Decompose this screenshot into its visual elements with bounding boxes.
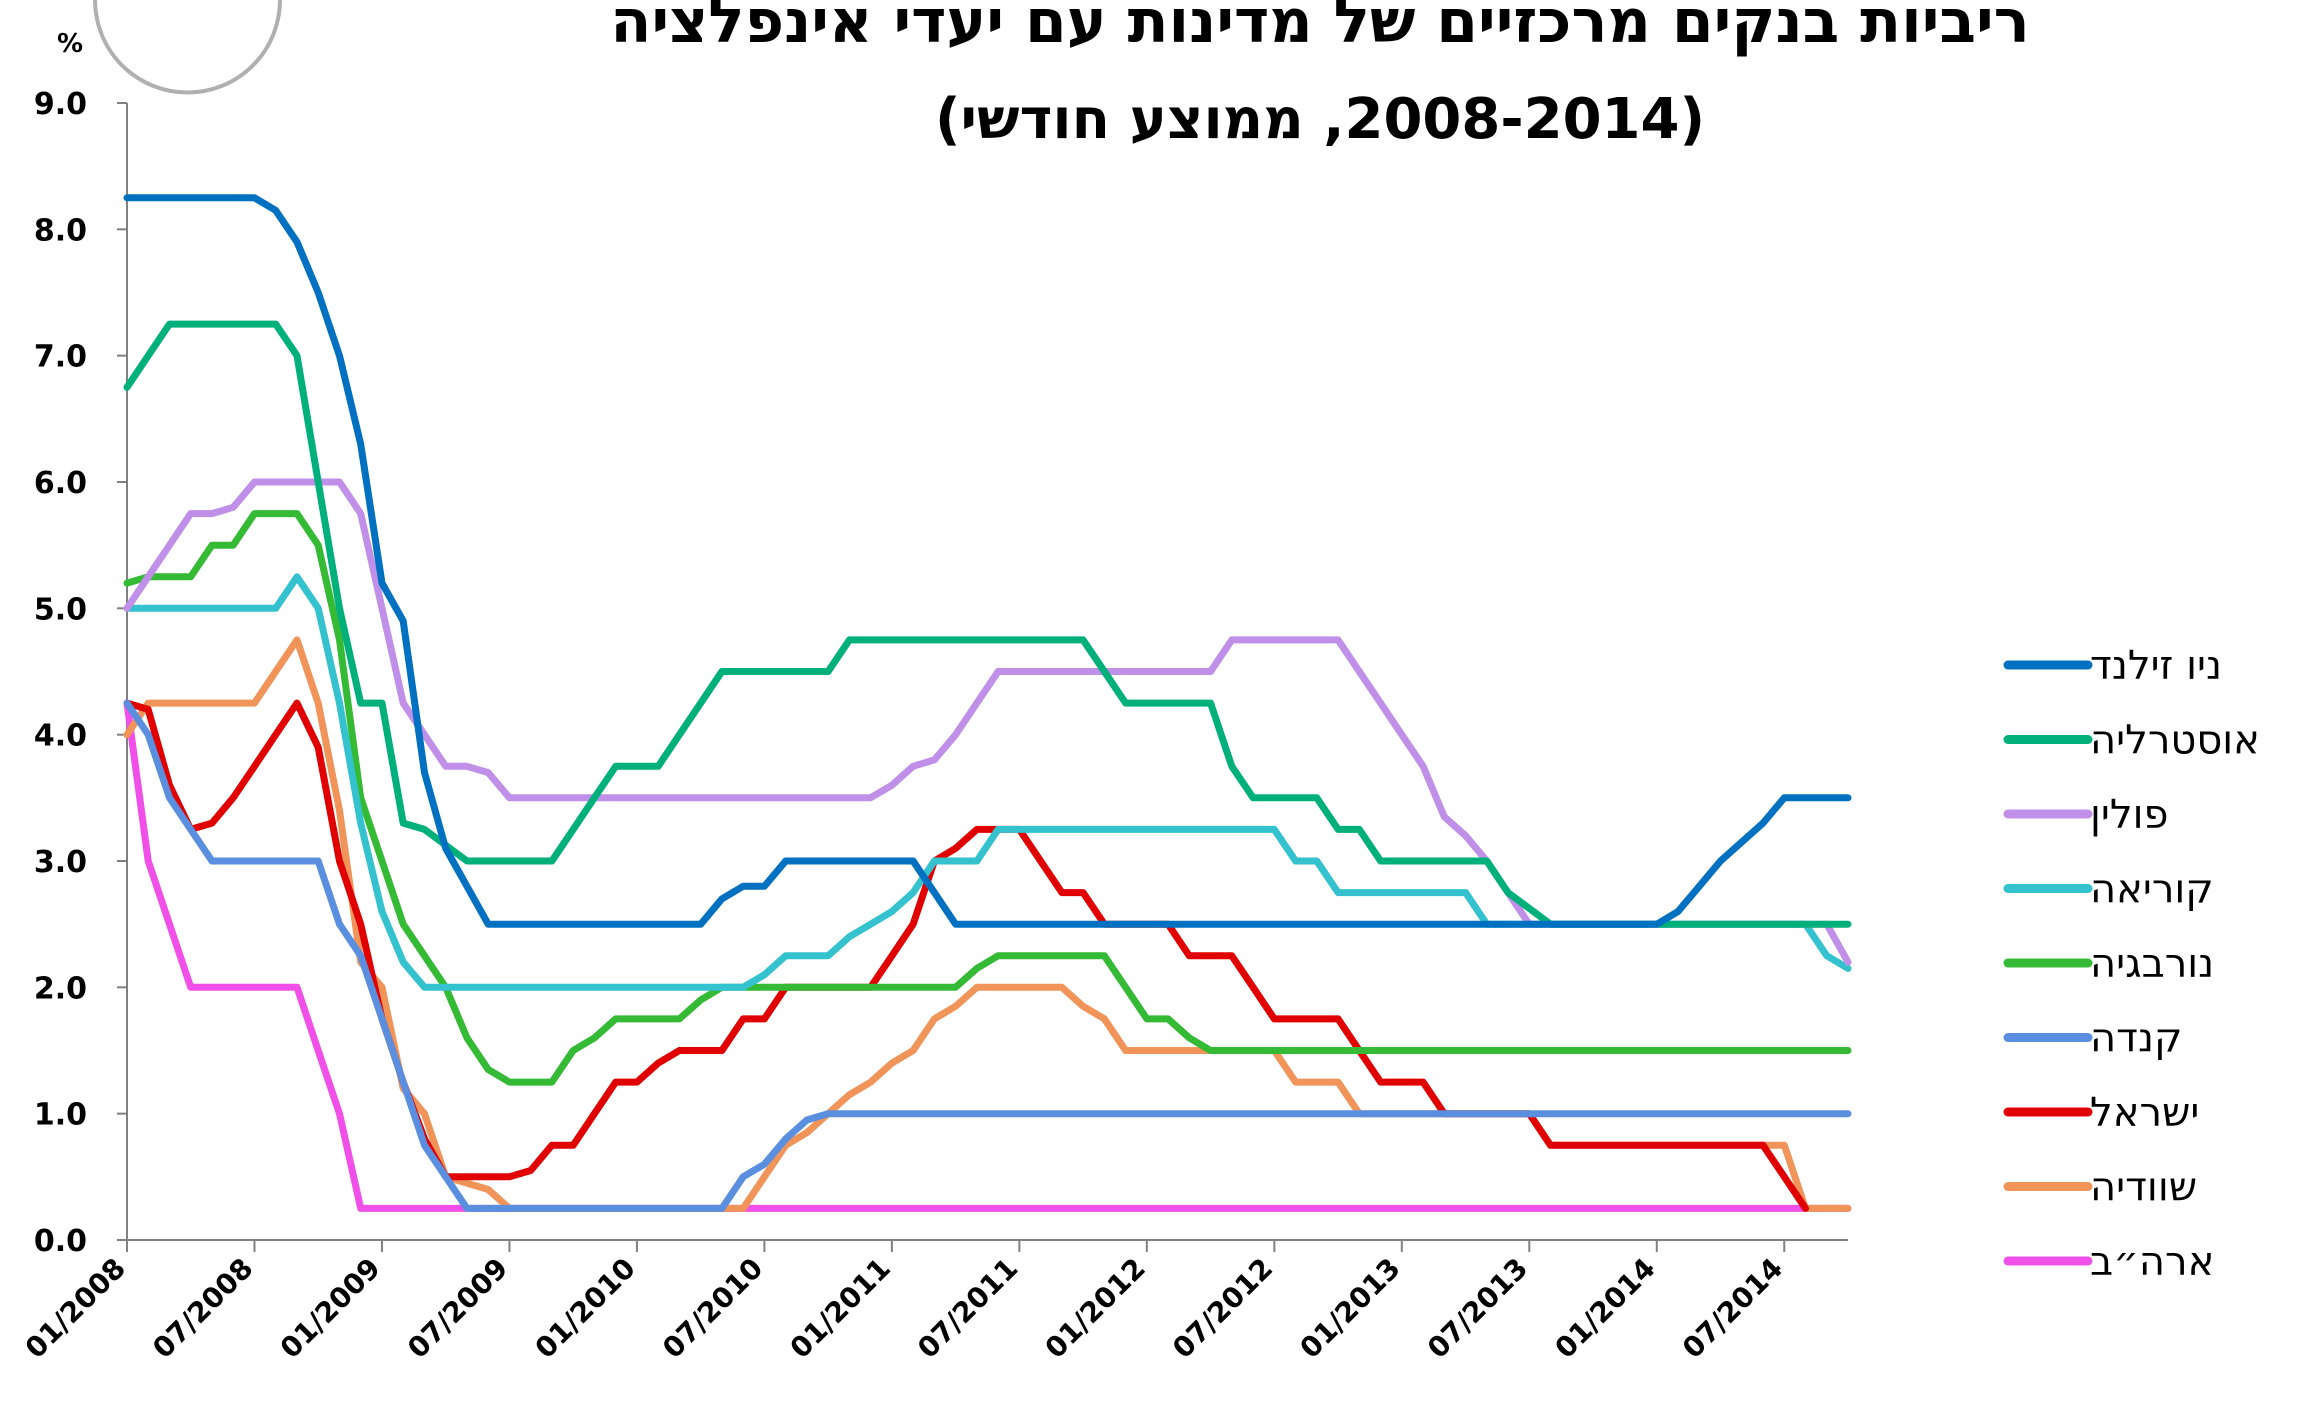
y-tick-label: 8.0 [34,213,87,248]
x-tick-label: 07/2014 [1676,1252,1789,1365]
legend-label: ישראל [2090,1090,2199,1136]
chart-title: ריביות בנקים מרכזיים של מדינות עם יעדי א… [610,0,2030,57]
legend-label: אוסטרליה [2090,718,2260,764]
series-line-7 [123,699,1809,1212]
x-tick-label: 01/2013 [1294,1252,1407,1365]
x-tick-label: 07/2009 [401,1252,514,1365]
x-tick-label: 01/2009 [274,1252,387,1365]
y-tick-label: 4.0 [34,719,87,754]
x-tick-label: 07/2010 [656,1252,769,1365]
series-line-1 [123,194,1852,928]
series-layer [123,194,1852,1212]
y-axis-unit: % [57,29,83,59]
series-line-2 [123,320,1852,928]
legend-label: נורבגיה [2090,941,2214,987]
x-tick-label: 01/2014 [1549,1252,1662,1365]
legend-label: קוריאה [2090,867,2214,913]
series-line-6 [123,699,1852,1212]
series-line-9 [123,699,1852,1212]
y-tick-label: 1.0 [34,1098,87,1133]
legend-label: ארה״ב [2090,1239,2214,1285]
x-tick-label: 01/2011 [784,1252,897,1365]
x-tick-label: 01/2010 [529,1252,642,1365]
series-line-5 [123,510,1852,1086]
x-tick-label: 07/2011 [911,1252,1024,1365]
x-tick-label: 07/2012 [1166,1252,1279,1365]
series-line-8 [123,636,1852,1212]
y-tick-label: 0.0 [34,1224,87,1259]
x-tick-label: 07/2008 [146,1252,259,1365]
y-tick-label: 9.0 [34,87,87,122]
x-tick-label: 01/2012 [1039,1252,1152,1365]
chart-subtitle: (2008-2014, ממוצע חודשי) [935,87,1705,152]
x-axis: 01/2008 07/2008 01/2009 07/2009 01/2010 07/20… [19,1239,1848,1365]
legend-label: קנדה [2090,1016,2182,1062]
y-tick-label: 7.0 [34,340,87,375]
y-tick-label: 3.0 [34,845,87,880]
series-line-3 [123,478,1852,966]
logo-seal [93,0,282,95]
x-tick-label: 07/2013 [1421,1252,1534,1365]
y-tick-label: 2.0 [34,971,87,1006]
y-tick-label: 6.0 [34,466,87,501]
x-tick-label: 01/2008 [19,1252,132,1365]
legend-label: שוודיה [2090,1165,2197,1211]
legend-label: פולין [2090,792,2168,838]
series-line-4 [123,573,1852,991]
y-tick-label: 5.0 [34,592,87,627]
legend: ניו זילנד אוסטרליה פולין קוריאה נורבגיה קנדה י… [2003,643,2260,1285]
y-axis: 9.0 8.0 7.0 6.0 5.0 4.0 3.0 2.0 1.0 0.0 [34,87,128,1259]
legend-label: ניו זילנד [2090,643,2222,689]
